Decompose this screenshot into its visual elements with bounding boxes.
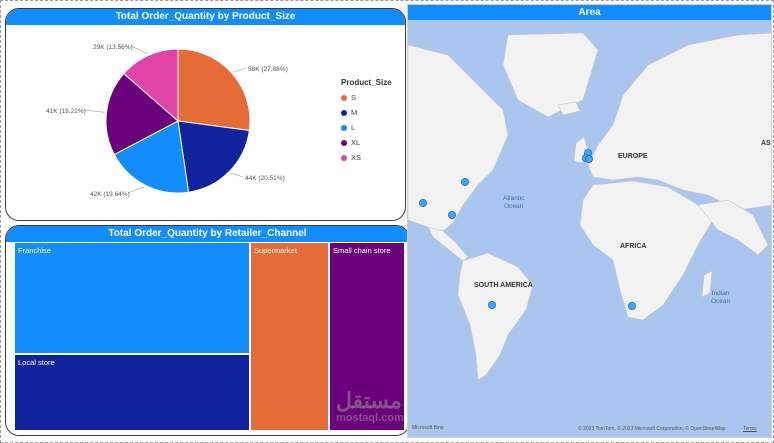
treemap-panel[interactable]: Total Order_Quantity by Retailer_Channel… [5, 225, 410, 436]
treemap-label: Franchise [18, 246, 51, 255]
pie-slice-xl[interactable] [105, 72, 179, 156]
map-label-asia: AS [761, 140, 771, 147]
map-label-south-america: SOUTH AMERICA [474, 282, 533, 289]
legend-swatch [341, 140, 347, 147]
map-point[interactable] [461, 177, 470, 186]
treemap-cell-small-chain-store[interactable]: Small chain store [329, 242, 405, 431]
legend-swatch [341, 125, 347, 132]
map-point[interactable] [627, 301, 636, 310]
pie-chart-title: Total Order_Quantity by Product_Size [6, 9, 405, 25]
legend-label: S [351, 93, 357, 102]
map-panel[interactable]: Area EUROPE AFRICA [407, 4, 772, 438]
treemap-cell-franchise[interactable]: Franchise [14, 242, 250, 354]
pie-leader-line [127, 186, 145, 194]
pie-chart-panel[interactable]: Total Order_Quantity by Product_Size 58K… [5, 8, 406, 221]
legend-item-xl[interactable]: XL [341, 138, 360, 147]
map-point[interactable] [448, 210, 457, 219]
legend-item-l[interactable]: L [341, 123, 355, 132]
pie-leader-line [130, 45, 148, 54]
treemap-title: Total Order_Quantity by Retailer_Channel [6, 226, 409, 242]
legend-label: L [351, 123, 356, 132]
map-label-indian: Indian Ocean [711, 290, 731, 305]
pie-data-label: 42K (19.64%) [90, 191, 130, 198]
legend-title: Product_Size [341, 78, 392, 87]
pie-data-label: 58K (27.08%) [248, 66, 288, 73]
map-point[interactable] [418, 198, 427, 207]
pie-leader-line [233, 67, 247, 73]
world-map[interactable] [408, 5, 772, 438]
pie-chart[interactable]: 58K (27.08%) 44K (20.51%) 42K (19.64%) 41K … [6, 9, 406, 221]
bing-logo: Microsoft Bing [412, 425, 444, 431]
map-attribution: © 2023 TomTom, © 2023 Microsoft Corporat… [578, 426, 726, 432]
legend-swatch [341, 110, 347, 117]
pie-data-label: 41K (19.21%) [46, 108, 86, 115]
map-label-europe: EUROPE [618, 153, 648, 160]
watermark: مستقل mostaql.com [336, 388, 404, 425]
pie-slice-s[interactable] [177, 48, 251, 132]
map-point[interactable] [584, 154, 593, 163]
map-terms-link[interactable]: Terms [743, 426, 757, 432]
treemap-cell-supermarket[interactable]: Supermarket [250, 242, 329, 431]
map-label-africa: AFRICA [620, 243, 647, 250]
legend-label: XS [351, 153, 362, 162]
legend-label: M [351, 108, 358, 117]
treemap-cell-local-store[interactable]: Local store [14, 354, 250, 431]
legend-swatch [341, 95, 347, 102]
legend-item-m[interactable]: M [341, 108, 357, 117]
legend-item-xs[interactable]: XS [341, 153, 361, 162]
pie-leader-line [83, 109, 105, 113]
pie-leader-line [230, 172, 244, 178]
treemap-label: Small chain store [333, 246, 391, 255]
pie-slice-l[interactable] [113, 120, 190, 194]
treemap-label: Local store [18, 358, 55, 367]
pie-slice-m[interactable] [177, 120, 250, 193]
pie-data-label: 44K (20.51%) [245, 175, 285, 182]
map-title: Area [408, 5, 771, 20]
map-point[interactable] [488, 300, 497, 309]
legend-item-s[interactable]: S [341, 93, 356, 102]
pie-data-label: 29K (13.56%) [93, 44, 133, 51]
pie-slice-xs[interactable] [123, 48, 179, 123]
treemap-label: Supermarket [254, 246, 297, 255]
legend-swatch [341, 155, 347, 162]
legend-label: XL [351, 138, 361, 147]
map-label-atlantic: Atlantic Ocean [503, 195, 525, 210]
